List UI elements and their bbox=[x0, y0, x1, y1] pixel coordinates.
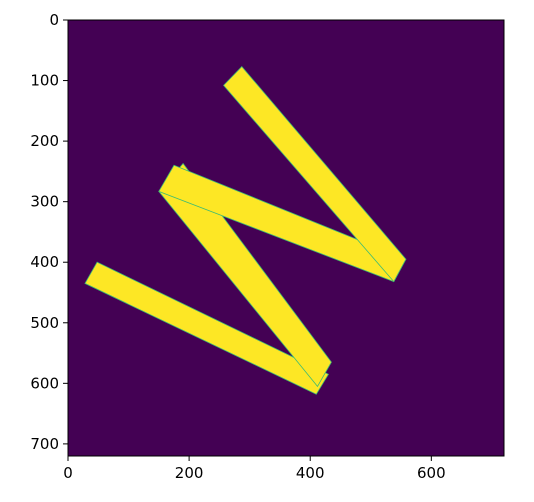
y-axis: 0 100 200 300 400 500 600 700 bbox=[30, 11, 68, 453]
y-tick-label: 700 bbox=[30, 435, 59, 453]
x-axis: 0 200 400 600 bbox=[63, 456, 446, 482]
y-tick-label: 0 bbox=[49, 11, 59, 29]
x-tick-label: 200 bbox=[175, 464, 204, 482]
y-tick-label: 600 bbox=[30, 374, 59, 392]
w-stroke-segment bbox=[223, 66, 407, 283]
y-tick-label: 500 bbox=[30, 314, 59, 332]
shape-layer bbox=[84, 66, 407, 395]
y-tick-label: 100 bbox=[30, 72, 59, 90]
y-tick-label: 200 bbox=[30, 132, 59, 150]
x-tick-label: 0 bbox=[63, 464, 73, 482]
y-tick-label: 300 bbox=[30, 193, 59, 211]
y-tick-label: 400 bbox=[30, 253, 59, 271]
plot-frame bbox=[67, 19, 505, 457]
x-tick-label: 600 bbox=[417, 464, 446, 482]
w-stroke-segment bbox=[84, 261, 329, 395]
w-stroke-segment bbox=[158, 162, 332, 388]
x-tick-label: 400 bbox=[296, 464, 325, 482]
